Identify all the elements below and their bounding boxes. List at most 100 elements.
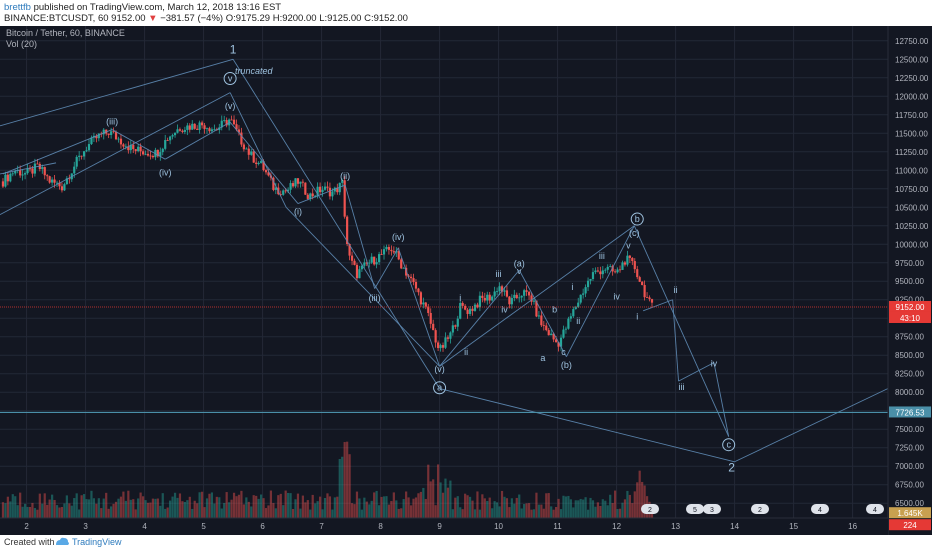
volume-bar — [55, 505, 59, 518]
symbol-line: BINANCE:BTCUSDT, 60 9152.00 ▼ −381.57 (−… — [4, 13, 408, 24]
candle-body — [132, 144, 135, 150]
wave-label: iii — [678, 382, 684, 392]
volume-bar — [392, 492, 395, 518]
price-axis[interactable] — [888, 26, 932, 536]
candle-body — [237, 129, 241, 133]
event-badge[interactable] — [866, 504, 884, 514]
candle-body — [604, 269, 607, 271]
price-tick-label: 11750.00 — [895, 111, 928, 120]
volume-bar — [159, 505, 162, 518]
candle-body — [446, 337, 450, 339]
volume-bar — [559, 509, 563, 518]
time-axis[interactable] — [0, 518, 888, 536]
last-price: 9152.00 — [111, 13, 146, 24]
candle-body — [459, 302, 462, 319]
volume-bar — [606, 505, 609, 518]
candle-body — [279, 194, 282, 195]
volume-bar — [208, 493, 211, 518]
candle-body — [316, 186, 319, 196]
volume-bar — [643, 485, 646, 518]
candle-body — [336, 187, 339, 193]
candle-body — [252, 151, 255, 163]
volume-bar — [594, 506, 597, 518]
candle-body — [176, 129, 179, 133]
volume-bar — [301, 495, 304, 518]
volume-bar — [350, 503, 354, 518]
candle-body — [382, 249, 386, 255]
event-badge-count: 5 — [693, 507, 697, 514]
volume-bar — [291, 508, 295, 518]
price-tick-label: 9500.00 — [895, 277, 924, 286]
candle-body — [483, 297, 486, 301]
volume-bar — [631, 503, 634, 518]
author-link[interactable]: brettfb — [4, 2, 31, 13]
volume-bar — [100, 508, 103, 518]
volume-bar — [550, 506, 553, 518]
candle-body — [466, 309, 469, 314]
volume-bar — [262, 498, 265, 518]
event-badge[interactable] — [811, 504, 829, 514]
wave-label: (c) — [629, 228, 640, 238]
support-tag-bg — [889, 406, 931, 418]
volume-bar — [46, 504, 49, 518]
volume-bar — [616, 508, 619, 518]
volume-bar — [498, 506, 501, 518]
candle-body — [311, 193, 314, 197]
volume-bar — [405, 491, 408, 518]
volume-bar — [476, 491, 479, 518]
candle-body — [473, 304, 477, 311]
wave-line — [642, 299, 673, 312]
wave-label: b — [635, 214, 640, 224]
wave-label: v — [626, 241, 631, 251]
event-badge[interactable] — [641, 504, 659, 514]
candle-body — [530, 295, 533, 302]
volume-bar — [33, 508, 37, 518]
volume-bar — [282, 505, 285, 518]
volume-bar — [193, 500, 196, 518]
candle-body — [82, 151, 86, 157]
candle-body — [535, 300, 538, 317]
price-chart[interactable]: 1truncatedv(iii)(v)(iv)(i)(ii)(iv)(iii)(… — [0, 26, 932, 536]
volume-bar — [112, 503, 115, 518]
wave-label: iv — [501, 304, 508, 314]
volume-bar — [203, 507, 206, 518]
symbol: BINANCE:BTCUSDT, 60 — [4, 13, 109, 24]
volume-bar — [137, 498, 140, 518]
tradingview-link[interactable]: TradingView — [72, 537, 122, 547]
volume-bar — [623, 499, 627, 518]
price-change: −381.57 (−4%) — [160, 13, 224, 24]
candle-body — [257, 162, 260, 165]
volume-bar — [250, 506, 253, 518]
candle-body — [633, 261, 636, 270]
candle-body — [358, 269, 361, 279]
wave-label: 2 — [728, 460, 735, 474]
volume-bar — [225, 492, 228, 518]
event-badge[interactable] — [703, 504, 721, 514]
volume-bar — [449, 480, 452, 518]
volume-bar — [196, 503, 199, 518]
wave-label: i — [459, 293, 461, 303]
candle-body — [235, 124, 238, 130]
volume-bar — [257, 498, 260, 518]
volume-bar — [218, 497, 221, 518]
chart-area[interactable]: 1 truncated v (iii) (v) (iv) (i) (ii) (iv) (iii)(… — [0, 26, 932, 536]
candle-body — [255, 162, 258, 165]
candle-body — [424, 302, 427, 307]
candle-body — [387, 247, 391, 250]
candle-body — [80, 155, 83, 157]
candle-body — [60, 186, 64, 191]
candle-body — [527, 291, 531, 296]
volume-bar — [161, 493, 164, 518]
wave-label: (i) — [294, 207, 302, 217]
candle-body — [129, 144, 132, 151]
volume-bar — [618, 508, 622, 518]
volume-bar — [166, 507, 169, 518]
wave-label: (v) — [225, 101, 236, 111]
volume-bar — [65, 495, 68, 518]
event-badge[interactable] — [686, 504, 704, 514]
price-tick-label: 12750.00 — [895, 37, 929, 46]
volume-bar — [336, 496, 339, 518]
event-badge[interactable] — [751, 504, 769, 514]
volume-bar — [156, 498, 159, 518]
price-tick-label: 7500.00 — [895, 425, 924, 434]
